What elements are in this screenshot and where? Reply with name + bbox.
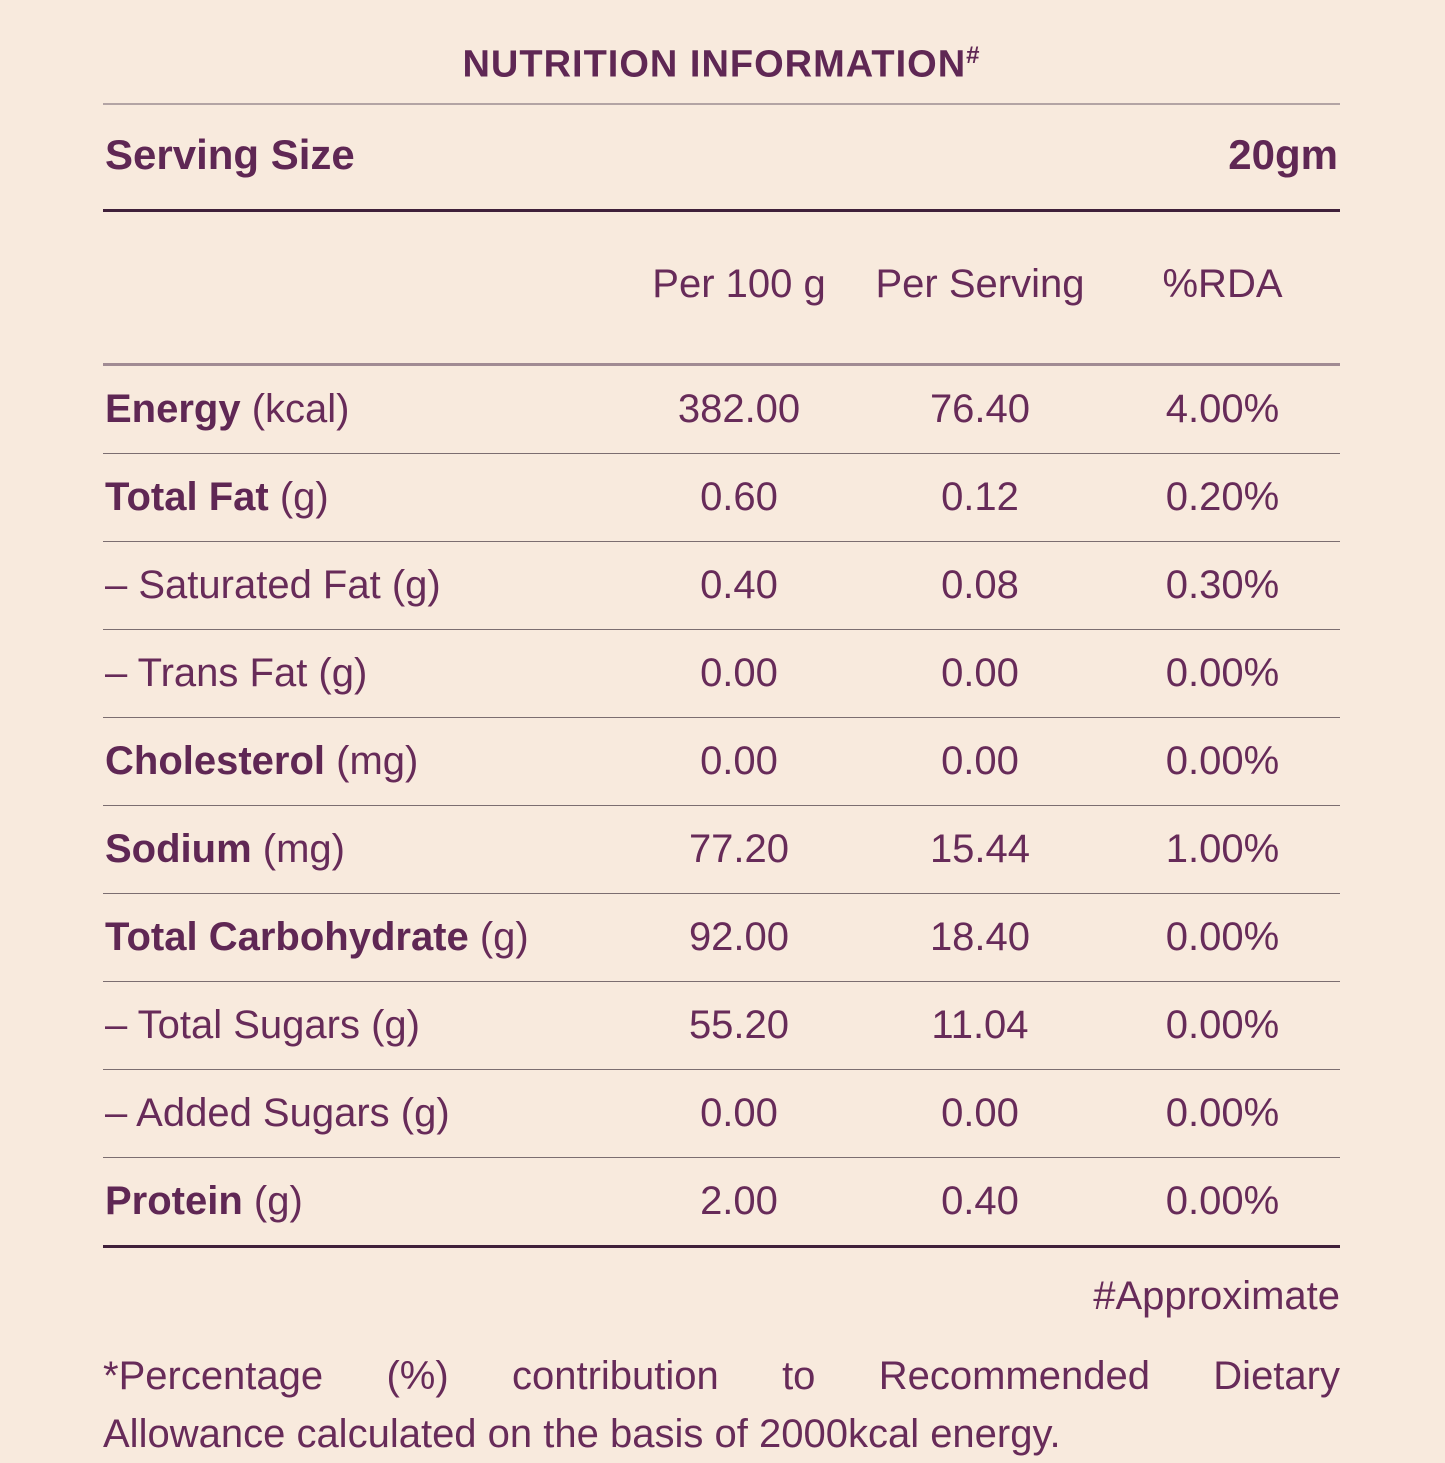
row-label: – Trans Fat (g) (105, 650, 368, 695)
value-per-serving: 11.04 (931, 1002, 1029, 1047)
column-header-per-100g: Per 100 g (652, 261, 826, 306)
value-rda: 0.00% (1165, 1002, 1280, 1047)
table-row: Total Fat (g) 0.60 0.12 0.20% (103, 454, 1340, 542)
value-per-serving: 18.40 (929, 914, 1031, 959)
row-label: Total Fat (g) (105, 474, 329, 519)
value-per-serving: 0.40 (941, 1178, 1019, 1223)
row-label: Energy (kcal) (105, 386, 350, 431)
row-label: – Saturated Fat (g) (105, 562, 441, 607)
page-title: NUTRITION INFORMATION# (103, 42, 1340, 87)
value-rda: 0.00% (1165, 1090, 1280, 1135)
approximate-note: #Approximate (1093, 1273, 1340, 1318)
serving-size-value: 20gm (1228, 130, 1338, 178)
column-header-per-serving: Per Serving (875, 261, 1085, 306)
value-per-100g: 92.00 (688, 914, 790, 959)
divider-under-title (103, 102, 1340, 105)
table-row: Total Carbohydrate (g) 92.00 18.40 0.00% (103, 894, 1340, 982)
value-rda: 0.00% (1165, 738, 1280, 783)
column-header-rda: %RDA (1162, 261, 1283, 306)
value-rda: 0.00% (1165, 650, 1280, 695)
value-rda: 1.00% (1165, 826, 1280, 871)
row-label: Total Carbohydrate (g) (105, 914, 529, 959)
value-rda: 0.00% (1165, 1178, 1280, 1223)
column-header-row: Per 100 g Per Serving %RDA (103, 212, 1340, 363)
value-per-100g: 55.20 (688, 1002, 790, 1047)
divider-under-headers (103, 362, 1340, 366)
table-row: Protein (g) 2.00 0.40 0.00% (103, 1158, 1340, 1248)
value-per-100g: 382.00 (677, 386, 801, 431)
value-per-100g: 0.00 (700, 738, 778, 783)
table-row: Cholesterol (mg) 0.00 0.00 0.00% (103, 718, 1340, 806)
row-label: – Added Sugars (g) (105, 1090, 450, 1135)
table-row: – Total Sugars (g) 55.20 11.04 0.00% (103, 982, 1340, 1070)
value-rda: 4.00% (1165, 386, 1280, 431)
value-per-serving: 76.40 (929, 386, 1031, 431)
value-rda: 0.00% (1165, 914, 1280, 959)
value-rda: 0.20% (1165, 474, 1280, 519)
row-label: Cholesterol (mg) (105, 738, 419, 783)
table-row: – Added Sugars (g) 0.00 0.00 0.00% (103, 1070, 1340, 1158)
footnote-line-1: *Percentage (%) contribution to Recommen… (103, 1353, 1340, 1398)
divider-under-serving (103, 208, 1340, 212)
title-superscript: # (966, 42, 981, 69)
value-per-100g: 77.20 (688, 826, 790, 871)
value-per-100g: 0.40 (700, 562, 778, 607)
table-row: – Saturated Fat (g) 0.40 0.08 0.30% (103, 542, 1340, 630)
value-per-serving: 0.12 (941, 474, 1019, 519)
footnote-line-2: Allowance calculated on the basis of 200… (103, 1411, 1061, 1456)
row-label: Protein (g) (105, 1178, 303, 1223)
value-per-serving: 0.00 (941, 738, 1019, 783)
value-per-serving: 0.00 (941, 650, 1019, 695)
value-rda: 0.30% (1165, 562, 1280, 607)
value-per-100g: 0.60 (700, 474, 778, 519)
table-row: – Trans Fat (g) 0.00 0.00 0.00% (103, 630, 1340, 718)
value-per-100g: 0.00 (700, 650, 778, 695)
value-per-serving: 0.08 (941, 562, 1019, 607)
table-row: Sodium (mg) 77.20 15.44 1.00% (103, 806, 1340, 894)
value-per-100g: 2.00 (700, 1178, 778, 1223)
nutrition-table-body: Energy (kcal) 382.00 76.40 4.00% Total Fat (… (103, 366, 1340, 1248)
row-label: – Total Sugars (g) (105, 1002, 420, 1047)
table-row: Energy (kcal) 382.00 76.40 4.00% (103, 366, 1340, 454)
page-title-text: NUTRITION INFORMATION (462, 43, 967, 86)
value-per-100g: 0.00 (700, 1090, 778, 1135)
serving-size-row: Serving Size 20gm (103, 105, 1340, 209)
value-per-serving: 15.44 (929, 826, 1031, 871)
row-label: Sodium (mg) (105, 826, 345, 871)
serving-size-label: Serving Size (105, 130, 355, 178)
value-per-serving: 0.00 (941, 1090, 1019, 1135)
